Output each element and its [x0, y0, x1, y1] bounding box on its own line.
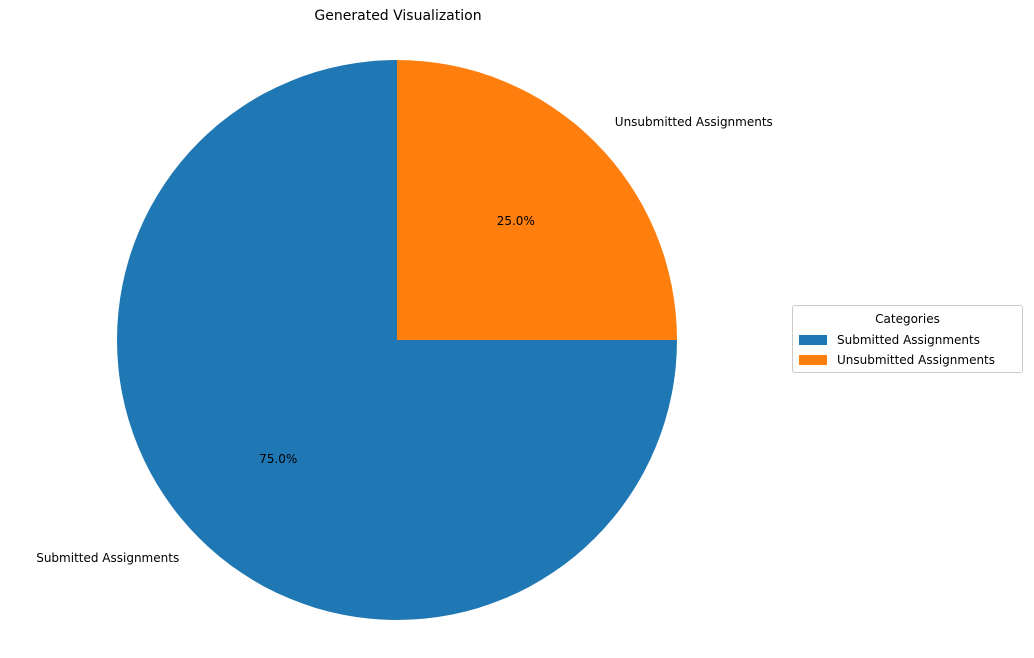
pie-slice-unsubmitted — [397, 60, 677, 340]
pie-category-label-unsubmitted: Unsubmitted Assignments — [615, 115, 773, 129]
legend-title: Categories — [875, 312, 940, 326]
chart-title: Generated Visualization — [314, 8, 482, 24]
pie-percent-label-submitted: 75.0% — [259, 452, 297, 466]
legend-label-unsubmitted: Unsubmitted Assignments — [837, 353, 996, 367]
legend-swatch-unsubmitted — [799, 355, 827, 365]
legend-swatch-submitted — [799, 335, 827, 345]
pie-category-label-submitted: Submitted Assignments — [36, 551, 179, 565]
legend-label-submitted: Submitted Assignments — [837, 333, 980, 347]
legend-item-unsubmitted: Unsubmitted Assignments — [799, 352, 995, 368]
pie-percent-label-unsubmitted: 25.0% — [497, 214, 535, 228]
legend-item-submitted: Submitted Assignments — [799, 332, 980, 348]
legend: Categories Submitted Assignments Unsubmi… — [792, 305, 1023, 373]
